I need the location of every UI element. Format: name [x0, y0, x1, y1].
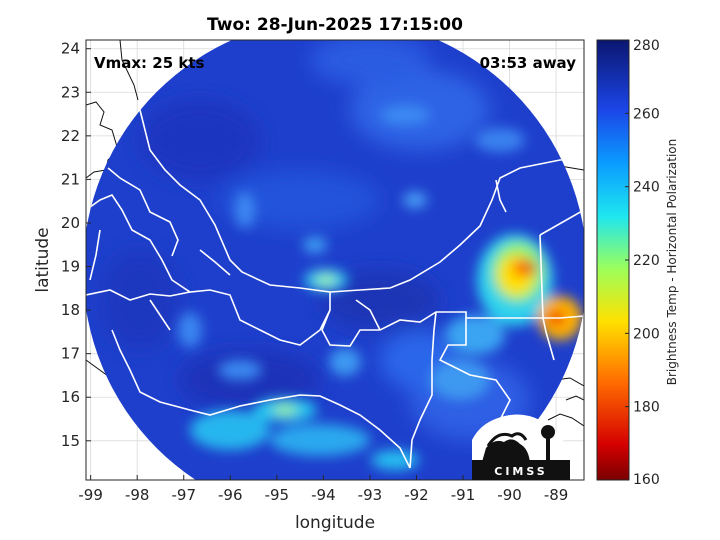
logo-dish-arc	[486, 432, 528, 447]
colorbar-tick-label: 180	[633, 400, 660, 416]
logo-dish-silhouette	[482, 439, 530, 462]
y-tick-label: 24	[61, 40, 80, 58]
y-tick-label: 23	[61, 83, 80, 101]
x-tick-label: -95	[265, 486, 290, 504]
colorbar-tick-label: 260	[633, 106, 660, 122]
y-tick-label: 17	[61, 345, 80, 363]
y-tick-label: 20	[61, 214, 80, 232]
x-tick-label: -94	[311, 486, 336, 504]
microwave-swath	[86, 40, 584, 480]
vmax-annotation: Vmax: 25 kts	[94, 54, 204, 72]
x-tick-label: -89	[544, 486, 569, 504]
x-tick-label: -98	[125, 486, 150, 504]
y-axis-ticks: 15 16 17 18 19 20 21 22 23 24	[61, 40, 91, 450]
y-tick-label: 18	[61, 301, 80, 319]
cimss-logo: CIMSS	[472, 414, 570, 480]
y-tick-label: 15	[61, 432, 80, 450]
colorbar-tick-label: 240	[633, 180, 660, 196]
time-away-annotation: 03:53 away	[480, 54, 577, 72]
coastlines-inside	[86, 60, 584, 469]
chart-title: Two: 28-Jun-2025 17:15:00	[207, 15, 463, 35]
colorbar	[596, 39, 630, 481]
x-tick-label: -92	[404, 486, 429, 504]
x-axis-ticks: -99 -98 -97 -96 -95 -94 -93 -92 -91 -90 -89	[78, 475, 568, 504]
colorbar-tick-label: 200	[633, 326, 660, 342]
logo-tower	[546, 430, 550, 460]
y-tick-label: 22	[61, 127, 80, 145]
x-axis-label: longitude	[295, 513, 375, 533]
logo-banner	[472, 460, 570, 480]
colorbar-tick-label: 220	[633, 253, 660, 269]
logo-tower-top	[541, 425, 555, 439]
x-tick-label: -96	[218, 486, 243, 504]
x-tick-label: -90	[497, 486, 522, 504]
colorbar-label: Brightness Temp - Horizontal Polarizatio…	[665, 139, 679, 386]
y-tick-label: 19	[61, 258, 80, 276]
y-tick-label: 16	[61, 388, 80, 406]
y-axis-label: latitude	[33, 227, 53, 292]
x-tick-label: -91	[451, 486, 476, 504]
x-tick-label: -97	[171, 486, 196, 504]
colorbar-ticks: 160 180 200 220 240 260 280	[625, 38, 660, 488]
y-tick-label: 21	[61, 170, 80, 188]
axes-border	[85, 39, 585, 481]
colorbar-tick-label: 280	[633, 38, 660, 54]
x-tick-label: -99	[78, 486, 103, 504]
logo-text: CIMSS	[494, 465, 547, 478]
colorbar-tick-label: 160	[633, 472, 660, 488]
x-tick-label: -93	[358, 486, 383, 504]
swath-texture	[100, 40, 582, 470]
